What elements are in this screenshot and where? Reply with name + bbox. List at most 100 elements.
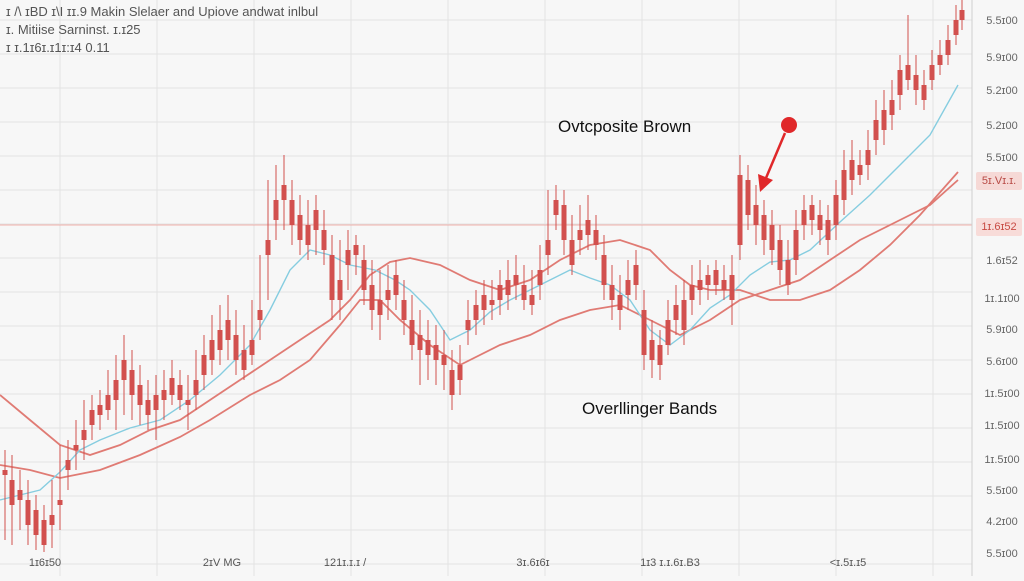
candle — [441, 330, 447, 390]
candle — [201, 335, 207, 390]
y-tick-label: 5.5ɪ00 — [986, 152, 1018, 164]
candle — [913, 55, 919, 105]
candle-body — [769, 225, 775, 250]
candle-body — [417, 335, 423, 350]
candle — [97, 390, 103, 430]
candle-body — [505, 280, 511, 295]
candle — [41, 505, 47, 552]
y-tick-label: 5.5ɪ00 — [986, 548, 1018, 560]
candle — [929, 50, 935, 90]
candle-body — [353, 245, 359, 255]
arrow-shaft — [764, 132, 787, 179]
price-level-badge: 1ɪ.6ɪ52 — [976, 218, 1022, 236]
candle — [713, 260, 719, 295]
candle — [529, 270, 535, 315]
candle — [297, 195, 303, 255]
candle — [705, 265, 711, 300]
candle-body — [105, 395, 111, 410]
candle-body — [449, 370, 455, 395]
candle-body — [953, 20, 959, 35]
candle — [537, 245, 543, 300]
candle — [425, 320, 431, 380]
candle — [849, 140, 855, 195]
candle-body — [553, 200, 559, 215]
candle — [593, 215, 599, 260]
candles — [2, 0, 965, 552]
candle-body — [905, 65, 911, 80]
candle-body — [217, 330, 223, 350]
candle — [833, 180, 839, 240]
candle-body — [929, 65, 935, 80]
candle — [737, 155, 743, 260]
candle — [577, 205, 583, 255]
candle — [169, 360, 175, 405]
candle — [809, 195, 815, 235]
candle — [953, 5, 959, 45]
candle — [105, 370, 111, 420]
y-tick-label: 5.2ɪ00 — [986, 85, 1018, 97]
candle — [9, 455, 15, 545]
candle — [361, 245, 367, 305]
candle-body — [89, 410, 95, 425]
candle-body — [809, 205, 815, 220]
candle — [921, 70, 927, 110]
y-tick-label: 1ɪ.5ɪ00 — [984, 388, 1020, 400]
candle-body — [73, 445, 79, 450]
candle-body — [329, 255, 335, 300]
candle — [697, 260, 703, 305]
candle — [345, 230, 351, 290]
candle — [729, 255, 735, 325]
candle — [897, 55, 903, 110]
highlight-badge: 5ɪ.Vɪ.ɪ. — [976, 172, 1022, 190]
candle-body — [737, 175, 743, 245]
candle-body — [881, 110, 887, 130]
candle-body — [233, 335, 239, 360]
candle — [817, 200, 823, 245]
candle-body — [817, 215, 823, 230]
candle — [161, 370, 167, 420]
candle-body — [857, 165, 863, 175]
candle-body — [561, 205, 567, 240]
candle-body — [753, 205, 759, 225]
candle — [401, 280, 407, 335]
candle-body — [841, 170, 847, 200]
candle-body — [161, 390, 167, 400]
candle-body — [281, 185, 287, 200]
candle-body — [785, 260, 791, 285]
candle-body — [393, 275, 399, 295]
candle — [609, 265, 615, 320]
candle-body — [113, 380, 119, 400]
y-tick-label: 1ɪ.1ɪ00 — [984, 293, 1020, 305]
candle — [841, 150, 847, 215]
candle-body — [2, 470, 8, 475]
candle — [249, 300, 255, 365]
candle — [825, 205, 831, 255]
candle — [233, 310, 239, 375]
candle — [649, 320, 655, 378]
candle — [321, 210, 327, 265]
candle-body — [369, 285, 375, 310]
candle — [521, 265, 527, 310]
arrowhead — [758, 174, 773, 192]
candle — [777, 225, 783, 285]
header-line-2: ɪ. Mitiise Sarninst. ɪ.ɪ25 — [6, 22, 141, 37]
candle-body — [33, 510, 39, 535]
candle — [801, 195, 807, 240]
candle-body — [361, 260, 367, 290]
candle — [209, 315, 215, 375]
candle-body — [825, 220, 831, 240]
candle — [377, 270, 383, 340]
candle — [313, 195, 319, 255]
candle-body — [793, 230, 799, 260]
candle — [545, 190, 551, 275]
candle-body — [937, 55, 943, 65]
candle-body — [521, 285, 527, 300]
candle-body — [721, 280, 727, 290]
candle-body — [273, 200, 279, 220]
candle — [25, 480, 31, 545]
candle — [681, 280, 687, 345]
candle-body — [585, 220, 591, 235]
y-tick-label: 1.6ɪ52 — [986, 255, 1018, 267]
candle — [337, 240, 343, 320]
candle — [945, 25, 951, 65]
